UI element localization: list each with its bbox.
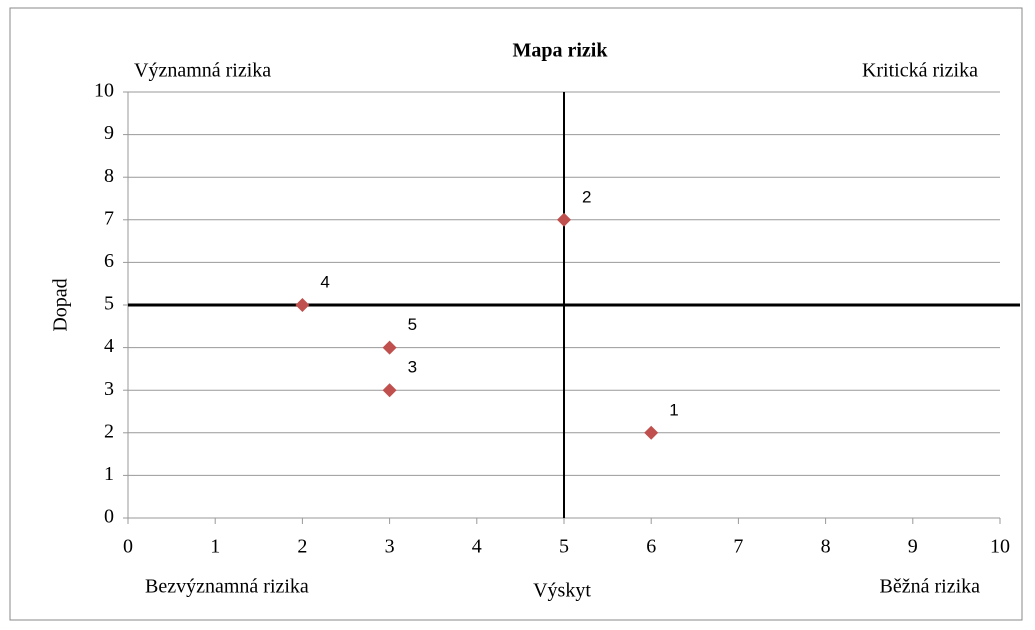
annotation: Běžná rizika [880,576,981,598]
x-tick-label: 9 [908,536,918,558]
x-tick-label: 4 [472,536,482,558]
chart-frame [9,7,1023,621]
x-tick-label: 1 [210,536,220,558]
point [644,425,659,440]
annotation: Významná rizika [134,60,271,82]
point-label: 5 [408,315,417,334]
annotation: Bezvýznamná rizika [145,576,309,598]
x-tick-label: 6 [646,536,656,558]
x-tick-label: 8 [821,536,831,558]
annotation: Kritická rizika [862,60,978,82]
x-tick-label: 0 [123,536,133,558]
point [382,340,397,355]
y-tick-label: 0 [104,506,114,528]
x-tick-label: 7 [733,536,743,558]
point [557,212,571,227]
y-tick-label: 5 [104,293,114,315]
x-axis-label: Výskyt [533,580,591,602]
y-tick-label: 7 [104,207,114,229]
point-label: 3 [408,358,417,377]
x-tick-label: 3 [385,536,395,558]
point-label: 2 [582,187,591,206]
y-tick-label: 10 [94,80,114,102]
y-tick-label: 6 [104,250,114,272]
x-tick-label: 2 [297,536,307,558]
point [382,383,397,398]
point-label: 1 [669,400,678,419]
y-tick-label: 4 [104,335,114,357]
x-tick-label: 5 [559,536,569,558]
chart-title: Mapa rizik [513,40,609,62]
y-tick-label: 9 [104,122,114,144]
point-label: 4 [320,272,329,291]
y-tick-label: 1 [104,463,114,485]
y-axis-label: Dopad [50,278,72,331]
y-tick-label: 2 [104,420,114,442]
x-tick-label: 10 [990,536,1010,558]
y-tick-label: 3 [104,378,114,400]
point [295,298,310,312]
y-tick-label: 8 [104,165,114,187]
